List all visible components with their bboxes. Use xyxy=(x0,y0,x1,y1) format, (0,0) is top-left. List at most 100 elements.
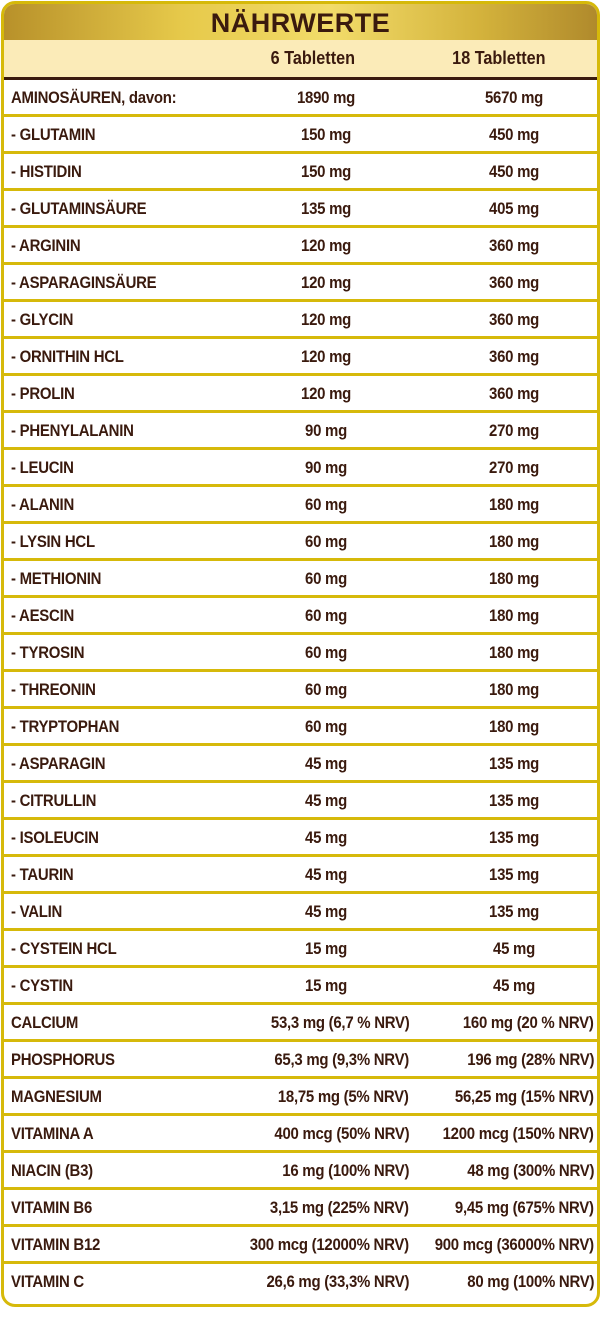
value-6-tablets: 16 mg (100% NRV) xyxy=(282,1161,409,1180)
value-18-tablets: 360 mg xyxy=(489,273,539,292)
value-6-tablets: 45 mg xyxy=(305,754,347,773)
value-6-tablets: 60 mg xyxy=(305,643,347,662)
value-6-tablets: 400 mcg (50% NRV) xyxy=(274,1124,409,1143)
nutrient-name: - ISOLEUCIN xyxy=(11,828,99,847)
table-row: - TRYPTOPHAN 60 mg 180 mg xyxy=(4,709,597,746)
value-18-tablets: 270 mg xyxy=(489,458,539,477)
value-18-tablets: 180 mg xyxy=(489,495,539,514)
nutrient-name: - VALIN xyxy=(11,902,63,921)
value-6-tablets: 120 mg xyxy=(301,347,351,366)
value-6-tablets: 135 mg xyxy=(301,199,351,218)
value-18-tablets: 45 mg xyxy=(493,939,535,958)
table-body: AMINOSÄUREN, davon: 1890 mg 5670 mg - GLUTA… xyxy=(4,80,597,1298)
value-6-tablets: 1890 mg xyxy=(296,88,356,107)
value-18-tablets: 196 mg (28% NRV) xyxy=(467,1050,594,1069)
value-18-tablets: 180 mg xyxy=(489,717,539,736)
value-18-tablets: 80 mg (100% NRV) xyxy=(467,1272,594,1291)
value-6-tablets: 18,75 mg (5% NRV) xyxy=(278,1087,409,1106)
table-row: - CITRULLIN 45 mg 135 mg xyxy=(4,783,597,820)
table-row: - ORNITHIN HCL 120 mg 360 mg xyxy=(4,339,597,376)
value-18-tablets: 450 mg xyxy=(489,125,539,144)
nutrient-name: VITAMIN B12 xyxy=(11,1235,101,1254)
table-row: - CYSTIN 15 mg 45 mg xyxy=(4,968,597,1005)
table-row: - LYSIN HCL 60 mg 180 mg xyxy=(4,524,597,561)
value-6-tablets: 90 mg xyxy=(305,421,347,440)
value-6-tablets: 60 mg xyxy=(305,680,347,699)
value-18-tablets: 900 mcg (36000% NRV) xyxy=(434,1235,594,1254)
table-row: VITAMIN C 26,6 mg (33,3% NRV) 80 mg (100% … xyxy=(4,1264,597,1298)
nutrient-name: CALCIUM xyxy=(11,1013,79,1032)
value-6-tablets: 60 mg xyxy=(305,569,347,588)
value-6-tablets: 300 mcg (12000% NRV) xyxy=(249,1235,409,1254)
value-6-tablets: 60 mg xyxy=(305,495,347,514)
value-18-tablets: 360 mg xyxy=(489,384,539,403)
value-6-tablets: 15 mg xyxy=(305,976,347,995)
nutrient-name: VITAMINA A xyxy=(11,1124,94,1143)
table-row: - METHIONIN 60 mg 180 mg xyxy=(4,561,597,598)
nutrient-name: - THREONIN xyxy=(11,680,96,699)
nutrient-name: PHOSPHORUS xyxy=(11,1050,115,1069)
table-row: MAGNESIUM 18,75 mg (5% NRV) 56,25 mg (15% … xyxy=(4,1079,597,1116)
value-6-tablets: 120 mg xyxy=(301,273,351,292)
nutrient-name: - TRYPTOPHAN xyxy=(11,717,120,736)
table-row: - ASPARAGIN 45 mg 135 mg xyxy=(4,746,597,783)
value-6-tablets: 120 mg xyxy=(301,384,351,403)
value-6-tablets: 15 mg xyxy=(305,939,347,958)
nutrient-name: - ARGININ xyxy=(11,236,81,255)
value-18-tablets: 270 mg xyxy=(489,421,539,440)
value-6-tablets: 45 mg xyxy=(305,828,347,847)
table-row: - TAURIN 45 mg 135 mg xyxy=(4,857,597,894)
table-row: - PHENYLALANIN 90 mg 270 mg xyxy=(4,413,597,450)
value-18-tablets: 135 mg xyxy=(489,791,539,810)
value-18-tablets: 48 mg (300% NRV) xyxy=(467,1161,594,1180)
column-header-row: 6 Tabletten 18 Tabletten xyxy=(4,40,597,80)
table-row: - ARGININ 120 mg 360 mg xyxy=(4,228,597,265)
value-6-tablets: 150 mg xyxy=(301,162,351,181)
value-6-tablets: 60 mg xyxy=(305,532,347,551)
table-row: - GLYCIN 120 mg 360 mg xyxy=(4,302,597,339)
table-row: - GLUTAMIN 150 mg 450 mg xyxy=(4,117,597,154)
nutrient-name: - PHENYLALANIN xyxy=(11,421,134,440)
nutrient-name: - CYSTEIN HCL xyxy=(11,939,117,958)
table-row: - CYSTEIN HCL 15 mg 45 mg xyxy=(4,931,597,968)
value-18-tablets: 135 mg xyxy=(489,865,539,884)
table-row: VITAMINA A 400 mcg (50% NRV) 1200 mcg (150… xyxy=(4,1116,597,1153)
table-row: - ASPARAGINSÄURE 120 mg 360 mg xyxy=(4,265,597,302)
table-row: VITAMIN B6 3,15 mg (225% NRV) 9,45 mg (675… xyxy=(4,1190,597,1227)
table-row: AMINOSÄUREN, davon: 1890 mg 5670 mg xyxy=(4,80,597,117)
value-18-tablets: 180 mg xyxy=(489,569,539,588)
nutrition-table: NÄHRWERTE 6 Tabletten 18 Tabletten AMINO… xyxy=(1,1,600,1307)
table-row: - AESCIN 60 mg 180 mg xyxy=(4,598,597,635)
nutrient-name: MAGNESIUM xyxy=(11,1087,102,1106)
value-18-tablets: 9,45 mg (675% NRV) xyxy=(455,1198,594,1217)
value-18-tablets: 1200 mcg (150% NRV) xyxy=(442,1124,594,1143)
value-6-tablets: 45 mg xyxy=(305,791,347,810)
column-header-6-tablets: 6 Tabletten xyxy=(270,48,356,68)
nutrient-name: - CITRULLIN xyxy=(11,791,97,810)
table-row: - HISTIDIN 150 mg 450 mg xyxy=(4,154,597,191)
table-row: - VALIN 45 mg 135 mg xyxy=(4,894,597,931)
value-18-tablets: 360 mg xyxy=(489,236,539,255)
value-6-tablets: 3,15 mg (225% NRV) xyxy=(270,1198,409,1217)
value-18-tablets: 360 mg xyxy=(489,310,539,329)
value-18-tablets: 135 mg xyxy=(489,828,539,847)
table-row: NIACIN (B3) 16 mg (100% NRV) 48 mg (300% N… xyxy=(4,1153,597,1190)
table-row: - GLUTAMINSÄURE 135 mg 405 mg xyxy=(4,191,597,228)
nutrient-name: - ASPARAGINSÄURE xyxy=(11,273,157,292)
nutrient-name: - ORNITHIN HCL xyxy=(11,347,124,366)
column-header-18-tablets: 18 Tabletten xyxy=(452,48,546,68)
value-18-tablets: 160 mg (20 % NRV) xyxy=(463,1013,594,1032)
nutrient-name: - GLUTAMIN xyxy=(11,125,96,144)
nutrient-name: NIACIN (B3) xyxy=(11,1161,93,1180)
table-row: - PROLIN 120 mg 360 mg xyxy=(4,376,597,413)
nutrient-name: - HISTIDIN xyxy=(11,162,82,181)
value-18-tablets: 5670 mg xyxy=(484,88,544,107)
nutrient-name: - AESCIN xyxy=(11,606,75,625)
nutrient-name: - PROLIN xyxy=(11,384,75,403)
nutrient-name: - METHIONIN xyxy=(11,569,102,588)
value-6-tablets: 60 mg xyxy=(305,717,347,736)
value-6-tablets: 120 mg xyxy=(301,236,351,255)
table-row: CALCIUM 53,3 mg (6,7 % NRV) 160 mg (20 % N… xyxy=(4,1005,597,1042)
nutrient-name: - GLYCIN xyxy=(11,310,74,329)
nutrient-name: - GLUTAMINSÄURE xyxy=(11,199,147,218)
